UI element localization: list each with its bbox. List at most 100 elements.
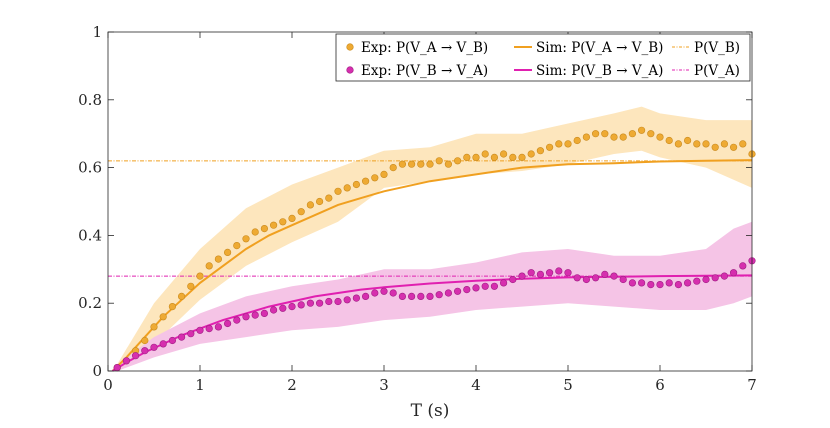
- x-tick-label: 4: [471, 376, 481, 394]
- exp-point-b-to-a: [316, 299, 324, 307]
- exp-point-b-to-a: [408, 292, 416, 301]
- exp-point-b-to-a: [739, 262, 747, 270]
- exp-point-a-to-b: [472, 153, 480, 161]
- exp-point-b-to-a: [371, 289, 379, 297]
- tick-labels: 0 1 2 3 4 5 6 7 0 0.2 0.4 0.6 0.8 1: [78, 23, 757, 394]
- exp-point-b-to-a: [214, 323, 222, 331]
- exp-point-b-to-a: [564, 269, 572, 277]
- exp-point-a-to-b: [426, 160, 434, 168]
- exp-point-b-to-a: [270, 306, 278, 314]
- exp-point-a-to-b: [316, 197, 324, 206]
- exp-point-a-to-b: [196, 272, 204, 280]
- exp-point-b-to-a: [334, 297, 342, 306]
- exp-point-b-to-a: [463, 286, 471, 294]
- exp-point-a-to-b: [481, 150, 489, 158]
- x-axis-label: T (s): [411, 401, 450, 421]
- exp-point-b-to-a: [656, 281, 664, 289]
- exp-point-a-to-b: [454, 157, 462, 165]
- exp-point-b-to-a: [380, 287, 388, 295]
- y-tick-label: 0.6: [78, 159, 102, 177]
- legend-marker-point: [346, 66, 354, 74]
- exp-point-a-to-b: [490, 153, 499, 161]
- exp-point-a-to-b: [242, 235, 250, 243]
- exp-point-a-to-b: [582, 133, 591, 141]
- exp-point-b-to-a: [536, 270, 545, 279]
- exp-point-b-to-a: [417, 292, 425, 301]
- exp-point-b-to-a: [426, 292, 434, 301]
- exp-point-a-to-b: [214, 255, 222, 263]
- exp-point-a-to-b: [288, 214, 296, 222]
- exp-point-b-to-a: [619, 275, 627, 284]
- legend-label: Exp: P(V_A → V_B): [361, 40, 488, 56]
- exp-point-a-to-b: [380, 170, 388, 178]
- exp-point-b-to-a: [555, 267, 563, 275]
- exp-point-b-to-a: [490, 282, 499, 290]
- exp-point-a-to-b: [417, 160, 425, 168]
- exp-point-b-to-a: [150, 343, 158, 351]
- exp-point-b-to-a: [472, 284, 480, 292]
- exp-point-a-to-b: [141, 336, 149, 345]
- exp-point-b-to-a: [591, 274, 600, 282]
- exp-point-a-to-b: [444, 160, 453, 168]
- exp-point-a-to-b: [536, 147, 545, 155]
- exp-point-a-to-b: [187, 282, 195, 290]
- legend-label: P(V_A): [694, 63, 740, 79]
- exp-point-b-to-a: [306, 299, 315, 307]
- exp-point-b-to-a: [509, 275, 517, 284]
- exp-point-b-to-a: [297, 301, 305, 309]
- exp-point-a-to-b: [334, 187, 342, 195]
- exp-point-a-to-b: [601, 130, 609, 138]
- exp-point-a-to-b: [683, 136, 692, 145]
- exp-point-a-to-b: [343, 184, 351, 192]
- exp-point-a-to-b: [628, 130, 637, 138]
- exp-point-a-to-b: [224, 248, 232, 256]
- y-tick-label: 0: [92, 362, 102, 380]
- exp-point-a-to-b: [260, 225, 269, 233]
- exp-point-a-to-b: [270, 221, 278, 229]
- exp-point-a-to-b: [150, 323, 158, 331]
- exp-point-b-to-a: [398, 292, 407, 301]
- exp-point-b-to-a: [527, 269, 535, 277]
- exp-point-b-to-a: [665, 279, 673, 287]
- legend-marker-point: [346, 43, 354, 51]
- exp-point-b-to-a: [132, 352, 140, 360]
- exp-point-a-to-b: [591, 130, 600, 138]
- exp-point-b-to-a: [389, 289, 397, 297]
- exp-point-a-to-b: [555, 140, 563, 148]
- x-tick-label: 1: [195, 376, 205, 394]
- x-tick-label: 5: [563, 376, 573, 394]
- exp-point-a-to-b: [739, 140, 747, 148]
- exp-point-b-to-a: [279, 304, 287, 312]
- band-b-to-a: [117, 221, 752, 371]
- y-tick-label: 1: [92, 23, 102, 41]
- exp-point-b-to-a: [325, 297, 333, 306]
- exp-point-a-to-b: [509, 153, 517, 161]
- exp-point-a-to-b: [656, 133, 664, 141]
- exp-point-b-to-a: [500, 279, 508, 287]
- exp-point-b-to-a: [702, 275, 710, 284]
- x-tick-label: 3: [379, 376, 389, 394]
- x-tick-label: 7: [747, 376, 757, 394]
- exp-point-b-to-a: [168, 336, 176, 345]
- exp-point-b-to-a: [141, 347, 149, 355]
- exp-point-b-to-a: [610, 272, 618, 280]
- exp-point-a-to-b: [711, 143, 719, 151]
- exp-point-a-to-b: [647, 130, 655, 138]
- exp-point-b-to-a: [601, 270, 609, 279]
- exp-point-a-to-b: [693, 140, 701, 148]
- exp-point-a-to-b: [564, 140, 572, 148]
- exp-point-b-to-a: [251, 311, 259, 319]
- y-tick-label: 0.2: [78, 294, 102, 312]
- exp-point-a-to-b: [371, 174, 379, 182]
- exp-point-a-to-b: [297, 208, 305, 216]
- exp-point-a-to-b: [527, 150, 535, 158]
- exp-point-b-to-a: [573, 274, 581, 282]
- exp-point-a-to-b: [398, 160, 407, 168]
- exp-point-b-to-a: [224, 319, 232, 328]
- exp-point-a-to-b: [674, 140, 683, 148]
- legend: Exp: P(V_A → V_B) Sim: P(V_A → V_B) P(V_B)…: [335, 33, 751, 82]
- exp-point-b-to-a: [178, 333, 186, 341]
- legend-label: P(V_B): [694, 40, 740, 56]
- exp-point-a-to-b: [637, 126, 646, 134]
- exp-point-b-to-a: [122, 357, 130, 365]
